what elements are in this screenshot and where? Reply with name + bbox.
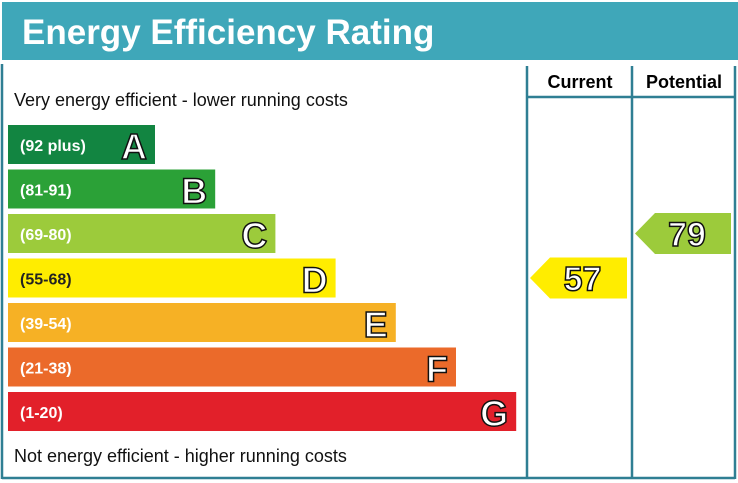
bottom-note: Not energy efficient - higher running co… [14, 446, 347, 466]
band-letter: A [121, 126, 147, 167]
band-letter: E [364, 304, 388, 345]
band-bar-c [8, 214, 276, 253]
current-rating-arrow-value: 57 [564, 261, 602, 299]
band-range: (21-38) [20, 361, 72, 378]
grid-lines [0, 64, 737, 480]
band-bar-e [8, 303, 396, 342]
chart-title: Energy Efficiency Rating [22, 13, 434, 52]
band-range: (55-68) [20, 272, 72, 289]
current-rating-arrow: 57 [530, 257, 627, 299]
band-bar-b [8, 169, 216, 209]
band-a: (92 plus) A [8, 125, 155, 168]
top-note: Very energy efficient - lower running co… [14, 90, 348, 110]
band-c: (69-80) C [8, 214, 276, 257]
band-letter: B [181, 171, 207, 212]
band-bar-a [8, 125, 155, 164]
band-letter: C [241, 215, 267, 256]
band-range: (69-80) [20, 227, 72, 244]
potential-rating-arrow-shape [635, 213, 731, 254]
band-range: (81-91) [20, 183, 72, 200]
band-d: (55-68) D [8, 258, 336, 301]
band-bar-f [8, 347, 456, 387]
band-letter: G [480, 393, 508, 434]
current-rating-arrow-shape [530, 257, 627, 299]
band-range: (92 plus) [20, 138, 86, 155]
band-bar-g [8, 392, 517, 431]
band-b: (81-91) B [8, 169, 216, 212]
band-e: (39-54) E [8, 303, 396, 346]
band-range: (1-20) [20, 405, 63, 422]
band-bar-d [8, 258, 336, 298]
potential-rating-arrow: 79 [635, 213, 731, 255]
band-g: (1-20) G [8, 392, 517, 435]
potential-header: Potential [646, 72, 722, 92]
band-letter: D [302, 260, 328, 301]
band-f: (21-38) F [8, 347, 456, 390]
current-header: Current [547, 72, 612, 92]
band-range: (39-54) [20, 316, 72, 333]
potential-rating-arrow-value: 79 [668, 216, 706, 254]
band-letter: F [426, 349, 448, 390]
header-bar [2, 2, 738, 60]
